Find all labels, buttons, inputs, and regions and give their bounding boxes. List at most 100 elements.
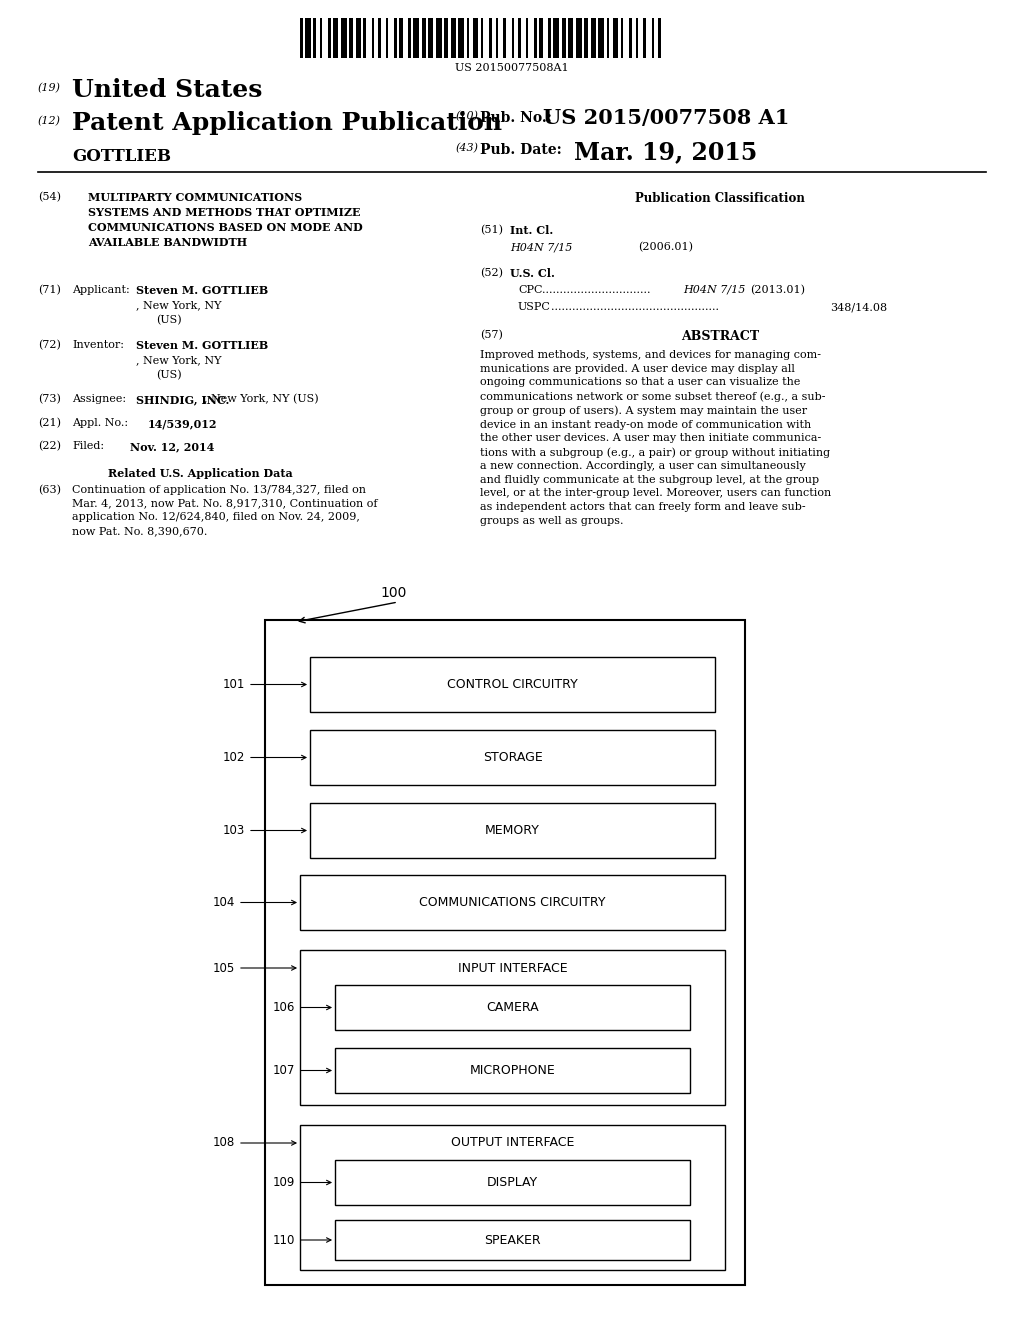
Text: USPC: USPC	[518, 302, 551, 312]
Bar	[584, 18, 588, 58]
Text: Continuation of application No. 13/784,327, filed on
Mar. 4, 2013, now Pat. No. : Continuation of application No. 13/784,3…	[72, 484, 378, 536]
Text: 101: 101	[222, 678, 245, 690]
Text: CPC: CPC	[518, 285, 543, 294]
Text: Assignee:: Assignee:	[72, 393, 126, 404]
Text: , New York, NY: , New York, NY	[136, 300, 221, 310]
Text: MICROPHONE: MICROPHONE	[470, 1064, 555, 1077]
Text: STORAGE: STORAGE	[482, 751, 543, 764]
Text: 14/539,012: 14/539,012	[148, 418, 217, 429]
Text: Pub. No.:: Pub. No.:	[480, 111, 552, 125]
Text: SHINDIG, INC.: SHINDIG, INC.	[136, 393, 229, 405]
Bar	[313, 18, 316, 58]
Bar	[341, 18, 347, 58]
Text: INPUT INTERFACE: INPUT INTERFACE	[458, 961, 567, 974]
Text: United States: United States	[72, 78, 262, 102]
Bar	[436, 18, 442, 58]
Bar	[598, 18, 604, 58]
Bar	[335, 1048, 690, 1093]
Bar	[356, 18, 361, 58]
Text: (22): (22)	[38, 441, 61, 451]
Text: (12): (12)	[38, 116, 61, 127]
Text: (72): (72)	[38, 341, 60, 350]
Bar	[300, 1125, 725, 1270]
Bar	[548, 18, 551, 58]
Bar	[408, 18, 411, 58]
Text: 348/14.08: 348/14.08	[830, 302, 887, 312]
Bar	[643, 18, 646, 58]
Text: Steven M. GOTTLIEB: Steven M. GOTTLIEB	[136, 341, 268, 351]
Text: Appl. No.:: Appl. No.:	[72, 418, 128, 428]
Text: (10): (10)	[455, 111, 478, 121]
Bar	[335, 1220, 690, 1261]
Bar	[310, 730, 715, 785]
Bar	[489, 18, 492, 58]
Text: 109: 109	[272, 1176, 295, 1189]
Bar	[607, 18, 609, 58]
Text: 103: 103	[223, 824, 245, 837]
Text: Inventor:: Inventor:	[72, 341, 124, 350]
Text: (57): (57)	[480, 330, 503, 341]
Bar	[458, 18, 464, 58]
Text: 110: 110	[272, 1233, 295, 1246]
Bar	[534, 18, 537, 58]
Bar	[503, 18, 506, 58]
Bar	[305, 18, 311, 58]
Bar	[386, 18, 388, 58]
Bar	[658, 18, 662, 58]
Text: , New York, NY: , New York, NY	[136, 355, 221, 366]
Bar	[518, 18, 521, 58]
Text: ABSTRACT: ABSTRACT	[681, 330, 759, 343]
Bar	[451, 18, 456, 58]
Text: Steven M. GOTTLIEB: Steven M. GOTTLIEB	[136, 285, 268, 296]
Bar	[591, 18, 596, 58]
Text: (21): (21)	[38, 418, 61, 428]
Text: H04N 7/15: H04N 7/15	[683, 285, 745, 294]
Text: Related U.S. Application Data: Related U.S. Application Data	[108, 469, 293, 479]
Text: (2013.01): (2013.01)	[750, 285, 805, 296]
Bar	[539, 18, 543, 58]
Text: 104: 104	[213, 896, 234, 909]
Bar	[333, 18, 338, 58]
Bar	[310, 657, 715, 711]
Text: Applicant:: Applicant:	[72, 285, 130, 294]
Text: (43): (43)	[455, 143, 478, 153]
Text: US 20150077508A1: US 20150077508A1	[456, 63, 568, 73]
Text: DISPLAY: DISPLAY	[487, 1176, 538, 1189]
Text: Improved methods, systems, and devices for managing com-
munications are provide: Improved methods, systems, and devices f…	[480, 350, 831, 525]
Text: Patent Application Publication: Patent Application Publication	[72, 111, 502, 135]
Text: Filed:: Filed:	[72, 441, 104, 451]
Bar	[428, 18, 433, 58]
Text: OUTPUT INTERFACE: OUTPUT INTERFACE	[451, 1137, 574, 1150]
Text: (71): (71)	[38, 285, 60, 296]
Bar	[467, 18, 469, 58]
Bar	[265, 620, 745, 1284]
Bar	[413, 18, 419, 58]
Bar	[362, 18, 366, 58]
Text: SPEAKER: SPEAKER	[484, 1233, 541, 1246]
Text: Publication Classification: Publication Classification	[635, 191, 805, 205]
Text: Nov. 12, 2014: Nov. 12, 2014	[130, 441, 214, 451]
Bar	[553, 18, 559, 58]
Text: CONTROL CIRCUITRY: CONTROL CIRCUITRY	[447, 678, 578, 690]
Text: 108: 108	[213, 1137, 234, 1150]
Text: 100: 100	[380, 586, 407, 601]
Text: ................................................: ........................................…	[551, 302, 719, 312]
Text: 102: 102	[222, 751, 245, 764]
Bar	[310, 803, 715, 858]
Text: (51): (51)	[480, 224, 503, 235]
Text: (US): (US)	[156, 315, 181, 325]
Text: (73): (73)	[38, 393, 60, 404]
Text: (54): (54)	[38, 191, 61, 202]
Bar	[512, 18, 514, 58]
Bar	[568, 18, 573, 58]
Bar	[335, 985, 690, 1030]
Text: (US): (US)	[156, 370, 181, 380]
Bar	[562, 18, 566, 58]
Bar	[422, 18, 426, 58]
Bar	[300, 875, 725, 931]
Text: COMMUNICATIONS CIRCUITRY: COMMUNICATIONS CIRCUITRY	[419, 896, 606, 909]
Text: U.S. Cl.: U.S. Cl.	[510, 268, 555, 279]
Text: MULTIPARTY COMMUNICATIONS
SYSTEMS AND METHODS THAT OPTIMIZE
COMMUNICATIONS BASED: MULTIPARTY COMMUNICATIONS SYSTEMS AND ME…	[88, 191, 362, 248]
Bar	[575, 18, 582, 58]
Bar	[613, 18, 618, 58]
